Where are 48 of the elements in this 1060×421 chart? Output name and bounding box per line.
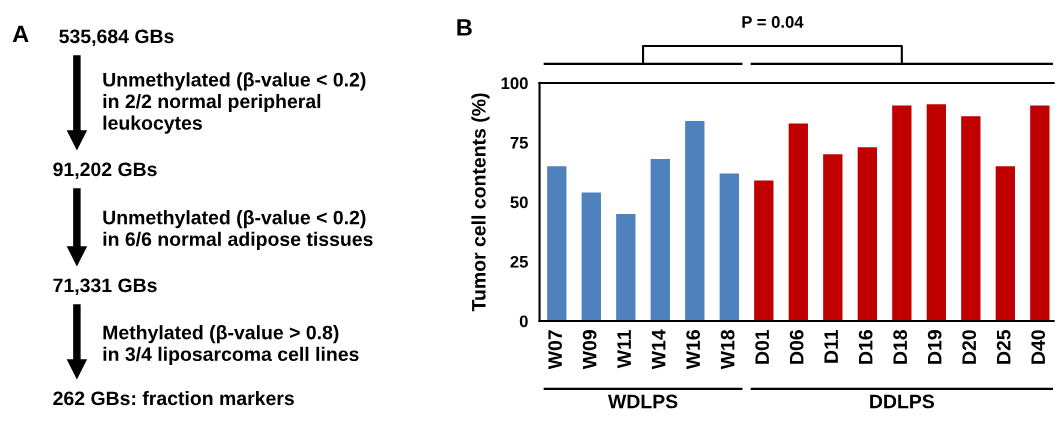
x-tick-label: D19 — [927, 330, 942, 364]
bar — [685, 121, 705, 322]
text: Methylated (β-value > 0.8) in 3/4 liposarcoma cell lines — [103, 325, 359, 365]
x-tick-label: D18 — [893, 329, 908, 364]
text: 91,202 GBs — [53, 162, 157, 180]
y-axis-title: Tumor cell contents (%) — [471, 93, 490, 312]
bar — [926, 104, 946, 322]
text: WDLPS — [607, 394, 678, 409]
x-tick-label: W16 — [686, 330, 701, 370]
bar — [650, 159, 670, 322]
text: 71,331 GBs — [53, 278, 157, 296]
text: DDLPS — [870, 394, 935, 409]
y-tick-label: 100 — [501, 77, 528, 90]
x-tick-label: W09 — [582, 330, 597, 370]
bar — [788, 123, 808, 322]
bar — [547, 166, 567, 322]
bar — [754, 180, 774, 322]
text: A — [12, 25, 29, 43]
y-tick-label: 0 — [519, 315, 528, 328]
x-tick-label: D06 — [789, 330, 804, 364]
bar — [616, 213, 636, 322]
x-tick-label: D25 — [996, 329, 1011, 364]
y-tick-label: 50 — [510, 196, 528, 209]
x-tick-label: D40 — [1031, 330, 1046, 364]
x-tick-label: W18 — [720, 329, 735, 370]
text: 535,684 GBs — [59, 29, 174, 47]
x-tick-label: W07 — [548, 330, 563, 370]
bar — [892, 105, 912, 322]
bar — [719, 173, 739, 322]
bar — [995, 166, 1015, 322]
y-tick-label: 25 — [510, 255, 528, 268]
x-tick-label: D11 — [824, 329, 838, 363]
text: 262 GBs: fraction markers — [53, 390, 294, 406]
bar — [857, 147, 877, 322]
bar — [961, 116, 981, 322]
x-tick-label: W11 — [617, 329, 631, 369]
chart-title: B — [457, 19, 472, 36]
x-tick-label: W14 — [651, 329, 666, 370]
bar — [823, 154, 843, 322]
x-tick-label: D20 — [962, 330, 977, 364]
bar — [581, 192, 601, 322]
text: Unmethylated (β-value < 0.2) in 2/2 normal peripheral leukocytes — [103, 72, 366, 134]
x-tick-label: D16 — [858, 330, 873, 364]
y-tick-label: 75 — [510, 137, 528, 149]
bar — [1030, 105, 1050, 322]
text: Unmethylated (β-value < 0.2) in 6/6 normal adipose tissues — [103, 210, 373, 250]
x-tick-label: D01 — [755, 329, 770, 364]
text: P = 0.04 — [742, 16, 804, 28]
